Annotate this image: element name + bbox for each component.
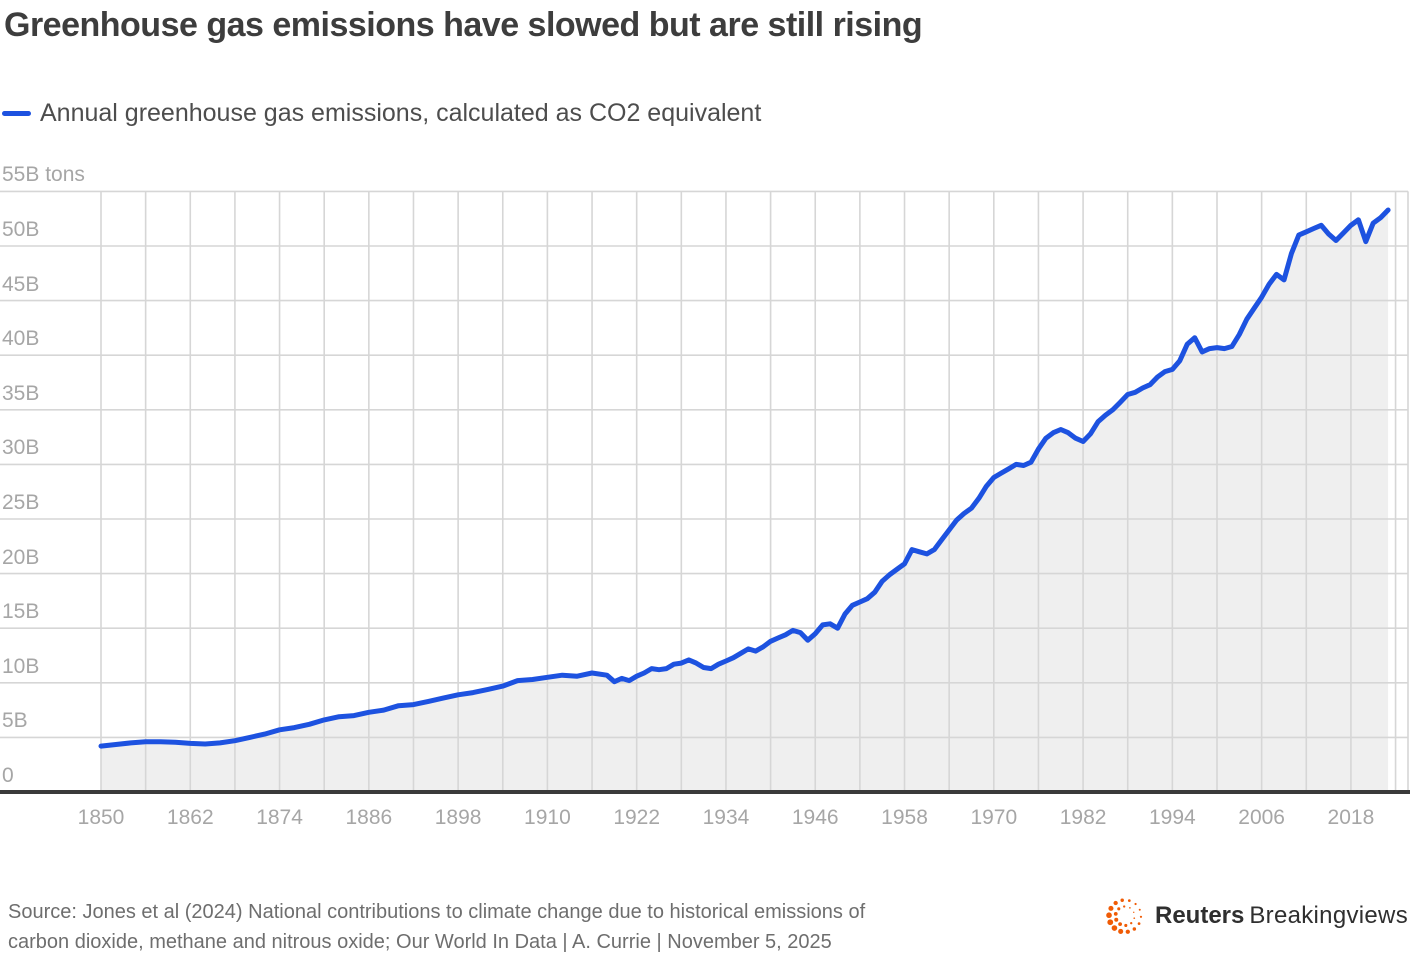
x-axis-line [0, 790, 1410, 794]
logo-reuters-text: Reuters [1154, 902, 1245, 929]
source-line-1: Source: Jones et al (2024) National cont… [8, 901, 866, 923]
x-tick-label: 1970 [970, 806, 1018, 829]
y-tick-label: 55B tons [2, 163, 85, 187]
reuters-dotted-circle-icon [1106, 898, 1143, 934]
x-tick-label: 1994 [1149, 806, 1196, 829]
y-tick-label: 0 [2, 764, 14, 787]
x-tick-label: 1910 [524, 806, 571, 829]
legend-line-swatch [2, 111, 31, 116]
x-tick-label: 2006 [1238, 806, 1285, 829]
y-tick-label: 40B [2, 327, 40, 351]
y-tick-label: 5B [2, 709, 28, 733]
x-tick-label: 1874 [256, 806, 303, 829]
reuters-breakingviews-logo: Reuters Breakingviews [1102, 893, 1408, 939]
y-tick-label: 45B [2, 272, 40, 296]
x-tick-label: 1958 [881, 806, 928, 829]
x-tick-label: 1946 [791, 806, 839, 829]
y-tick-label: 25B [2, 491, 40, 514]
emissions-line [98, 207, 1391, 749]
gridlines [0, 190, 1409, 792]
x-tick-label: 1934 [702, 806, 750, 829]
x-tick-label: 1898 [434, 806, 482, 829]
x-tick-label: 1982 [1059, 806, 1107, 829]
area-fill [101, 210, 1389, 792]
source-line-2: carbon dioxide, methane and nitrous oxid… [8, 931, 832, 953]
x-tick-label: 1922 [613, 806, 661, 829]
legend: Annual greenhouse gas emissions, calcula… [2, 99, 761, 128]
y-tick-label: 20B [2, 545, 40, 569]
x-tick-label: 1886 [345, 806, 393, 829]
source-text: Source: Jones et al (2024) National cont… [8, 897, 865, 954]
y-tick-label: 30B [2, 436, 40, 460]
y-tick-label: 10B [2, 654, 40, 678]
y-tick-label: 50B [2, 218, 40, 241]
x-tick-label: 1850 [77, 806, 125, 829]
logo-breakingviews-text: Breakingviews [1249, 902, 1408, 929]
x-tick-label: 1862 [166, 806, 214, 829]
x-tick-label: 2018 [1327, 806, 1375, 829]
y-tick-label: 15B [2, 600, 40, 624]
y-tick-label: 35B [2, 381, 40, 405]
page-title: Greenhouse gas emissions have slowed but… [4, 6, 923, 44]
legend-label: Annual greenhouse gas emissions, calcula… [40, 99, 762, 127]
